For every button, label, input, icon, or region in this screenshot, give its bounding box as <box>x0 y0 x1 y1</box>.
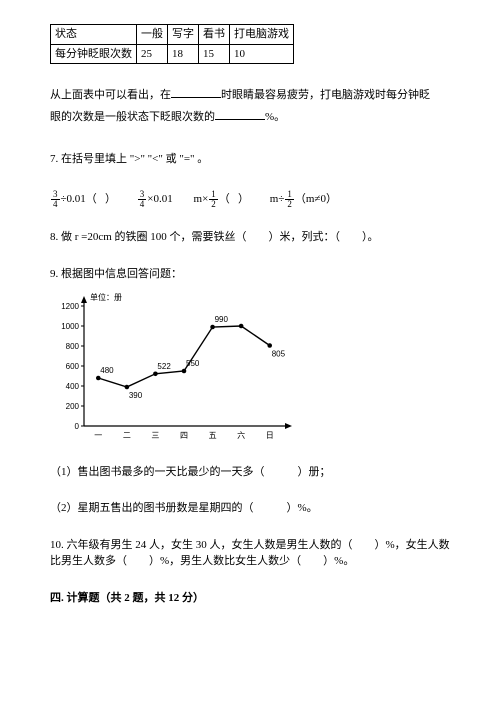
svg-text:一: 一 <box>94 431 102 440</box>
svg-text:1000: 1000 <box>61 322 79 331</box>
th-game: 打电脑游戏 <box>230 25 294 45</box>
blink-table: 状态 一般 写字 看书 打电脑游戏 每分钟眨眼次数 25 18 15 10 <box>50 24 294 64</box>
expr-4: m÷12（m≠0） <box>270 190 337 209</box>
svg-text:805: 805 <box>272 350 286 359</box>
th-write: 写字 <box>168 25 199 45</box>
expr-3: m×12（ ） <box>194 190 250 209</box>
q10: 10. 六年级有男生 24 人，女生 30 人，女生人数是男生人数的（ ）%，女… <box>50 537 450 570</box>
val-read: 15 <box>199 44 230 64</box>
chart-svg: 单位：册 0 200 400 600 800 1000 1200 一 二 三 四 五 六 日 480 390 52… <box>50 288 292 444</box>
q9-2: （2）星期五售出的图书册数是星期四的（ ）%。 <box>50 500 450 517</box>
svg-text:日: 日 <box>266 431 274 440</box>
svg-text:550: 550 <box>186 359 200 368</box>
intro-c: 眼的次数是一般状态下眨眼次数的 <box>50 111 215 123</box>
svg-text:0: 0 <box>75 422 80 431</box>
books-chart: 单位：册 0 200 400 600 800 1000 1200 一 二 三 四 五 六 日 480 390 52… <box>50 288 450 450</box>
svg-text:二: 二 <box>123 431 131 440</box>
svg-text:400: 400 <box>66 382 80 391</box>
q7: 7. 在括号里填上 ">" "<" 或 "=" 。 <box>50 148 450 170</box>
blank-2 <box>215 110 265 120</box>
svg-text:1200: 1200 <box>61 302 79 311</box>
th-state: 状态 <box>51 25 137 45</box>
intro-d: %。 <box>265 111 285 123</box>
q8: 8. 做 r =20cm 的铁圈 100 个，需要铁丝（ ）米，列式：（ ）。 <box>50 229 450 246</box>
q9-1: （1）售出图书最多的一天比最少的一天多（ ）册； <box>50 464 450 481</box>
math-row: 34÷0.01（ ） 34×0.01 m×12（ ） m÷12（m≠0） <box>50 190 450 209</box>
svg-text:800: 800 <box>66 342 80 351</box>
th-read: 看书 <box>199 25 230 45</box>
svg-text:单位：册: 单位：册 <box>90 292 122 302</box>
intro-paragraph: 从上面表中可以看出，在 时眼睛最容易疲劳，打电脑游戏时每分钟眨 眼的次数是一般状态… <box>50 84 450 128</box>
svg-text:390: 390 <box>129 391 143 400</box>
svg-text:六: 六 <box>237 430 245 440</box>
svg-text:600: 600 <box>66 362 80 371</box>
blank-1 <box>171 88 221 98</box>
svg-text:480: 480 <box>100 366 114 375</box>
q9: 9. 根据图中信息回答问题： <box>50 266 450 283</box>
section-4: 四. 计算题（共 2 题，共 12 分） <box>50 590 450 607</box>
svg-text:200: 200 <box>66 402 80 411</box>
th-normal: 一般 <box>137 25 168 45</box>
row-label: 每分钟眨眼次数 <box>51 44 137 64</box>
expr-1: 34÷0.01（ ） <box>50 190 116 209</box>
svg-text:三: 三 <box>151 431 159 440</box>
val-write: 18 <box>168 44 199 64</box>
svg-text:522: 522 <box>157 362 171 371</box>
svg-text:五: 五 <box>209 431 217 440</box>
svg-text:四: 四 <box>180 431 188 440</box>
expr-2: 34×0.01 <box>137 190 173 209</box>
intro-a: 从上面表中可以看出，在 <box>50 89 171 101</box>
intro-b: 时眼睛最容易疲劳，打电脑游戏时每分钟眨 <box>221 89 430 101</box>
val-game: 10 <box>230 44 294 64</box>
val-normal: 25 <box>137 44 168 64</box>
svg-text:990: 990 <box>215 315 229 324</box>
